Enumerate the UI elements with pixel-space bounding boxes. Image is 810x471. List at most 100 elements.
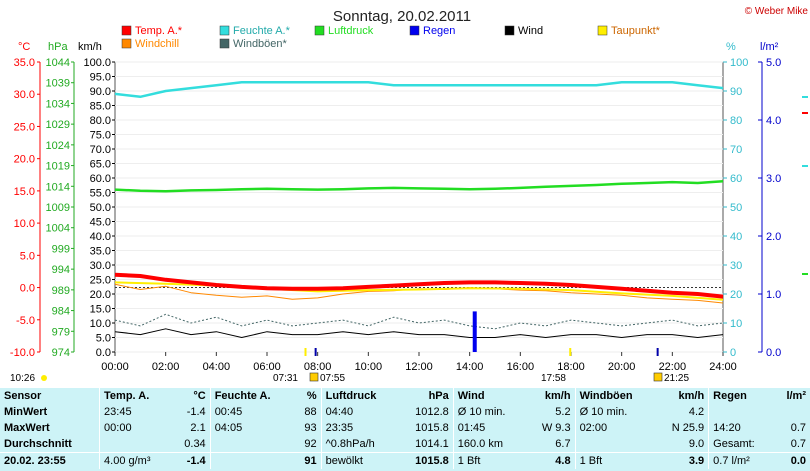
pressure-tick-label: 1009	[46, 202, 70, 214]
table-cell: 92	[304, 438, 317, 450]
rain-tick-label: 4.0	[766, 115, 781, 127]
edge-marker	[802, 96, 808, 98]
series-line-wind	[114, 328, 724, 338]
table-cell: 91	[294, 452, 322, 469]
header-pressure-unit: hPa	[428, 390, 449, 402]
x-tick-label: 22:00	[659, 361, 687, 373]
wind-tick-label: 25.0	[90, 275, 111, 287]
header-gusts-unit: km/h	[678, 390, 705, 402]
wind-tick-label: 35.0	[90, 246, 111, 258]
table-cell: Gesamt:	[708, 436, 774, 453]
legend-label: Regen	[423, 25, 455, 37]
header-pressure: Luftdruck	[320, 388, 399, 404]
humidity-tick-label: 50	[730, 202, 742, 214]
table-cell: 00:00	[99, 420, 172, 436]
x-tick-label: 18:00	[557, 361, 585, 373]
legend-swatch	[121, 25, 132, 36]
pressure-tick-label: 1034	[46, 98, 70, 110]
legend-label: Temp. A.*	[135, 25, 183, 37]
sun-tick	[314, 348, 317, 356]
pressure-tick-label: 1019	[46, 161, 70, 173]
table-cell: 93	[304, 422, 317, 434]
humidity-tick-label: 90	[730, 86, 742, 98]
series-line-temp	[114, 272, 724, 299]
x-tick-label: 00:00	[101, 361, 129, 373]
sun-row-time: 10:26	[10, 373, 35, 384]
table-cell: 04:05	[209, 420, 295, 436]
wind-tick-label: 85.0	[90, 101, 111, 113]
sun-tick	[304, 348, 307, 356]
legend-swatch	[121, 38, 132, 49]
table-cell: 9.0	[688, 438, 705, 450]
row-label: Durchschnitt	[4, 438, 72, 450]
humidity-tick-label: 10	[730, 318, 742, 330]
x-tick-label: 12:00	[405, 361, 433, 373]
wind-tick-label: 10.0	[90, 318, 111, 330]
rain-bar	[472, 311, 477, 352]
rain-tick-label: 1.0	[766, 289, 781, 301]
header-sensor: Sensor	[4, 390, 42, 402]
sunrise-time-2: 07:55	[320, 373, 345, 384]
table-cell: 0.7	[790, 438, 806, 450]
legend-label: Luftdruck	[328, 25, 374, 37]
table-cell: ^0.8hPa/h	[320, 436, 399, 453]
humidity-tick-label: 60	[730, 173, 742, 185]
wind-tick-label: 15.0	[90, 304, 111, 316]
humidity-axis-unit: %	[726, 41, 736, 53]
pressure-axis-unit: hPa	[48, 41, 68, 53]
pressure-tick-label: 989	[52, 285, 70, 297]
x-tick-label: 10:00	[355, 361, 383, 373]
rain-tick-label: 0.0	[766, 347, 781, 359]
wind-tick-label: 50.0	[90, 202, 111, 214]
header-wind: Wind	[452, 388, 527, 404]
temp-tick-label: -5.0	[16, 315, 35, 327]
x-tick-label: 14:00	[456, 361, 484, 373]
legend-label: Feuchte A.*	[233, 25, 291, 37]
pressure-tick-label: 1044	[46, 57, 70, 69]
table-cell: 23:35	[320, 420, 399, 436]
x-tick-label: 24:00	[709, 361, 737, 373]
legend-swatch	[409, 25, 420, 36]
table-cell: 01:45	[452, 420, 527, 436]
x-tick-label: 16:00	[507, 361, 535, 373]
table-cell: 23:45	[99, 404, 172, 420]
rain-tick-label: 5.0	[766, 57, 781, 69]
wind-axis-unit: km/h	[78, 41, 102, 53]
weather-chart: Sonntag, 20.02.2011 © Weber Mike Temp. A…	[10, 6, 809, 384]
moon-icon	[309, 372, 319, 382]
row-label: MinWert	[4, 406, 48, 418]
edge-marker	[802, 165, 808, 167]
temp-tick-label: 35.0	[14, 57, 35, 69]
header-temp-unit: °C	[193, 390, 206, 402]
sun-icon	[41, 375, 47, 381]
table-cell: 0.7	[790, 422, 806, 434]
row-label: MaxWert	[4, 422, 50, 434]
temp-tick-label: 5.0	[20, 250, 35, 262]
header-rain-unit: l/m²	[786, 390, 806, 402]
header-humidity: Feuchte A.	[209, 388, 295, 404]
legend-label: Taupunkt*	[611, 25, 661, 37]
header-gusts: Windböen	[574, 388, 656, 404]
humidity-tick-label: 30	[730, 260, 742, 272]
humidity-tick-label: 100	[730, 57, 748, 69]
wind-tick-label: 5.0	[96, 333, 111, 345]
table-cell: W 9.3	[541, 422, 571, 434]
table-cell: Ø 10 min.	[574, 404, 656, 420]
pressure-tick-label: 979	[52, 326, 70, 338]
table-cell: 5.2	[555, 406, 571, 418]
pressure-tick-label: 994	[52, 264, 70, 276]
wind-tick-label: 0.0	[96, 347, 111, 359]
x-tick-label: 20:00	[608, 361, 636, 373]
legend-label: Windböen*	[233, 38, 288, 50]
humidity-tick-label: 80	[730, 115, 742, 127]
table-cell: 160.0 km	[452, 436, 527, 453]
table-cell	[574, 436, 656, 453]
series-line-humidity	[114, 81, 724, 99]
table-cell	[209, 436, 295, 453]
rain-tick-label: 3.0	[766, 173, 781, 185]
chart-legend: Temp. A.* Feuchte A.* Luftdruck Regen Wind Ta…	[121, 25, 661, 50]
temp-tick-label: 15.0	[14, 186, 35, 198]
wind-tick-label: 100.0	[83, 57, 111, 69]
table-cell: 88	[304, 406, 317, 418]
table-cell: -1.4	[171, 452, 211, 469]
